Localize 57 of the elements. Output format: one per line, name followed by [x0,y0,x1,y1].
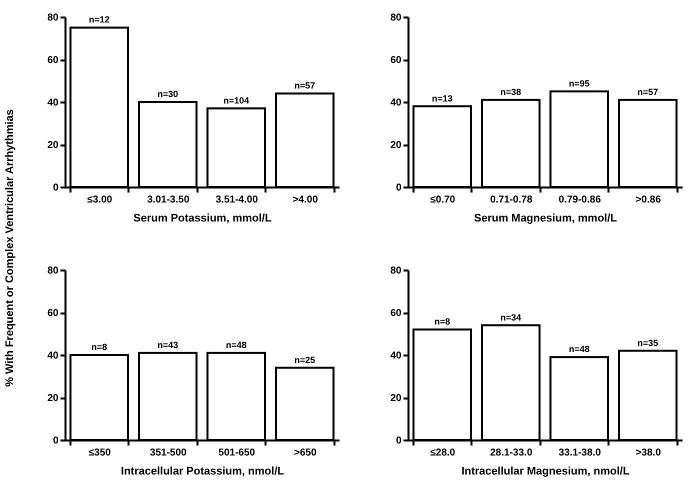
y-tick-label: 80 [390,12,402,24]
y-tick-label: 0 [396,436,402,446]
y-tick-label: 60 [390,308,402,319]
y-axis-title: % With Frequent or Complex Ventricular Arrhythmias [4,109,16,387]
y-tick-label: 60 [47,55,59,66]
y-tick-label: 40 [390,98,402,108]
y-tick-label: 80 [47,266,59,276]
y-tick-label: 60 [47,308,59,319]
x-axis-title: Intracellular Potassium, nmol/L [120,466,284,478]
y-tick-label: 40 [47,350,59,362]
x-tick-label: >0.86 [636,194,662,206]
x-tick-label: >38.0 [636,448,662,458]
x-tick-label: >650 [294,448,317,458]
x-axis-title: Serum Magnesium, mmol/L [474,212,618,224]
annotation: n=43 [157,340,178,350]
annotation: n=57 [637,86,658,97]
y-tick-label: 80 [390,266,402,276]
annotation: n=35 [637,338,658,348]
x-tick-label: ≤28.0 [430,448,456,458]
x-tick-label: 3.01-3.50 [147,194,190,206]
x-tick-label: ≤3.00 [87,194,113,206]
annotation: n=8 [91,342,108,352]
x-tick-label: 0.71-0.78 [490,194,533,206]
annotation: n=95 [568,78,590,88]
y-tick-label: 60 [390,55,402,66]
x-tick-label: 501-650 [218,448,256,458]
annotation: n=12 [88,14,110,25]
y-tick-label: 0 [52,182,59,194]
y-tick-label: 20 [390,140,402,151]
annotation: n=57 [294,80,316,90]
x-tick-label: 3.51-4.00 [216,194,258,206]
annotation: n=104 [223,95,250,106]
x-axis-title: Intracellular Magnesium, nmol/L [461,466,630,478]
annotation: n=38 [500,86,522,97]
y-tick-label: 0 [396,182,402,194]
x-tick-label: 351-500 [150,448,188,458]
annotation: n=8 [434,316,450,326]
x-tick-label: 28.1-33.0 [490,448,533,458]
y-tick-label: 80 [47,12,59,24]
annotation: n=13 [432,93,453,104]
x-tick-label: ≤0.70 [430,194,456,206]
annotation: n=30 [157,89,178,99]
x-tick-label: >4.00 [292,194,318,206]
y-tick-label: 0 [52,436,59,446]
y-tick-label: 20 [47,140,59,151]
y-tick-label: 40 [47,98,59,108]
x-tick-label: ≤350 [88,448,112,458]
x-axis-title: Serum Potassium, mmol/L [133,212,272,224]
annotation: n=34 [500,312,522,322]
y-tick-label: 20 [390,393,402,404]
y-tick-label: 40 [390,350,402,362]
annotation: n=48 [568,344,590,354]
y-tick-label: 20 [47,393,59,404]
x-tick-label: 33.1-38.0 [558,448,602,458]
x-tick-label: 0.79-0.86 [558,194,602,206]
annotation: n=48 [226,340,247,350]
annotation: n=25 [294,354,316,365]
